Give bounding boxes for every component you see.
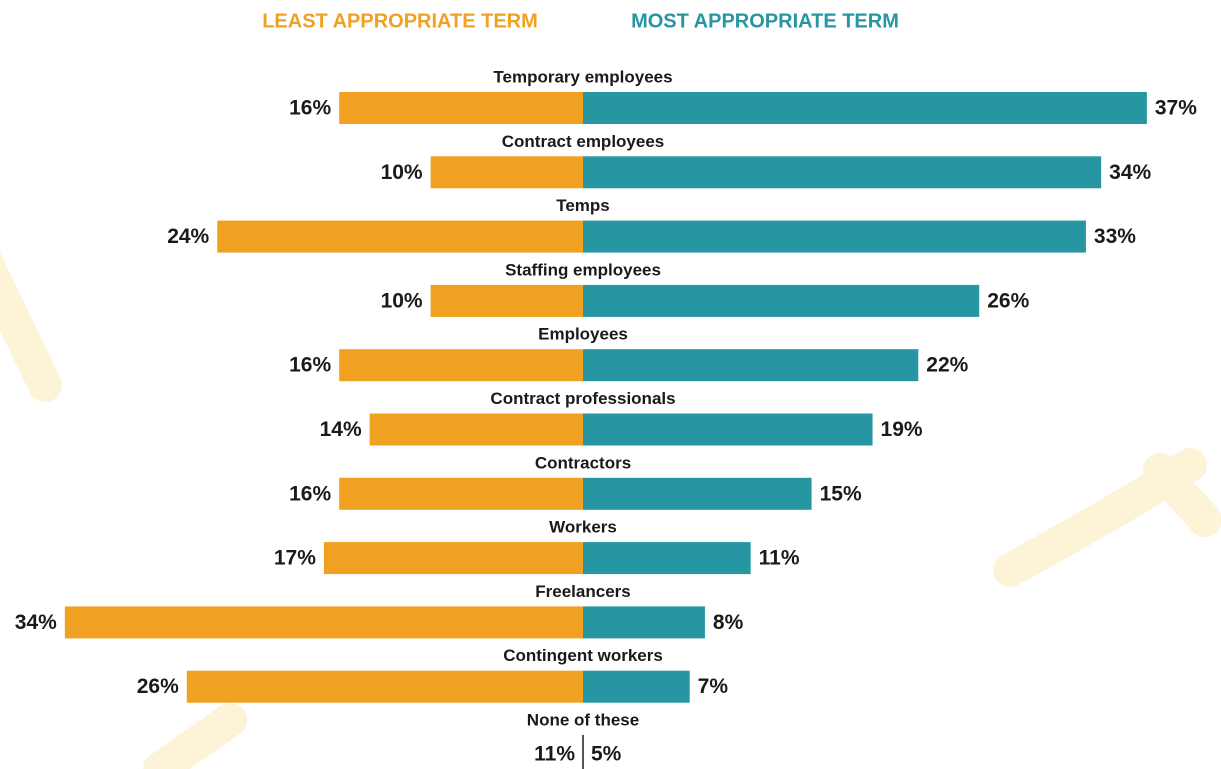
bar xyxy=(64,606,584,639)
category-label: Freelancers xyxy=(535,582,630,601)
bar xyxy=(583,156,1102,189)
value-label: 15% xyxy=(820,482,862,505)
value-label: 26% xyxy=(987,289,1029,312)
bar xyxy=(583,284,980,317)
decor-stroke xyxy=(1143,453,1221,537)
value-label: 37% xyxy=(1155,97,1197,120)
bar xyxy=(323,542,583,575)
category-label: Employees xyxy=(538,325,628,344)
value-label: 7% xyxy=(698,675,729,698)
value-label: 22% xyxy=(926,354,968,377)
bar xyxy=(583,477,812,510)
bar xyxy=(369,413,583,446)
value-label: 26% xyxy=(137,675,179,698)
value-label: 24% xyxy=(167,225,209,248)
bar xyxy=(430,284,583,317)
bar xyxy=(339,92,583,124)
value-label: 17% xyxy=(274,547,316,570)
value-label: 33% xyxy=(1094,225,1136,248)
value-label: 16% xyxy=(289,482,331,505)
category-label: Contingent workers xyxy=(503,646,663,665)
legend-label: LEAST APPROPRIATE TERM xyxy=(262,10,538,32)
bar xyxy=(583,349,919,382)
value-label: 10% xyxy=(381,161,423,184)
value-label: 14% xyxy=(320,418,362,441)
value-label: 11% xyxy=(759,547,800,570)
category-label: Workers xyxy=(549,518,617,537)
bar xyxy=(583,413,873,446)
decor-stroke xyxy=(0,252,62,402)
value-label: 16% xyxy=(289,97,331,120)
category-label: Contract professionals xyxy=(490,389,675,408)
bar xyxy=(583,92,1147,124)
value-label: 11% xyxy=(534,743,575,766)
bar xyxy=(583,606,705,639)
bar xyxy=(583,220,1086,253)
plot: LEAST APPROPRIATE TERM MOST APPROPRIATE T… xyxy=(15,10,1197,769)
bar xyxy=(186,670,583,703)
value-label: 8% xyxy=(713,611,744,634)
value-label: 34% xyxy=(1109,161,1151,184)
category-label: Contract employees xyxy=(502,132,665,151)
bar xyxy=(217,220,584,253)
category-label: Contractors xyxy=(535,453,631,472)
value-label: 10% xyxy=(381,289,423,312)
category-label: Temps xyxy=(556,196,610,215)
category-label: Temporary employees xyxy=(493,67,672,86)
category-label: None of these xyxy=(527,710,639,729)
legend-label: MOST APPROPRIATE TERM xyxy=(631,10,899,32)
background-decoration xyxy=(0,252,1221,769)
category-label: Staffing employees xyxy=(505,260,661,279)
value-label: 16% xyxy=(289,354,331,377)
value-label: 19% xyxy=(881,418,923,441)
bar xyxy=(339,477,583,510)
value-label: 5% xyxy=(591,743,622,766)
value-label: 34% xyxy=(15,611,57,634)
bar xyxy=(339,349,583,382)
bar xyxy=(583,542,751,575)
bar xyxy=(583,670,690,703)
bar xyxy=(430,156,583,189)
decor-stroke xyxy=(143,703,247,769)
